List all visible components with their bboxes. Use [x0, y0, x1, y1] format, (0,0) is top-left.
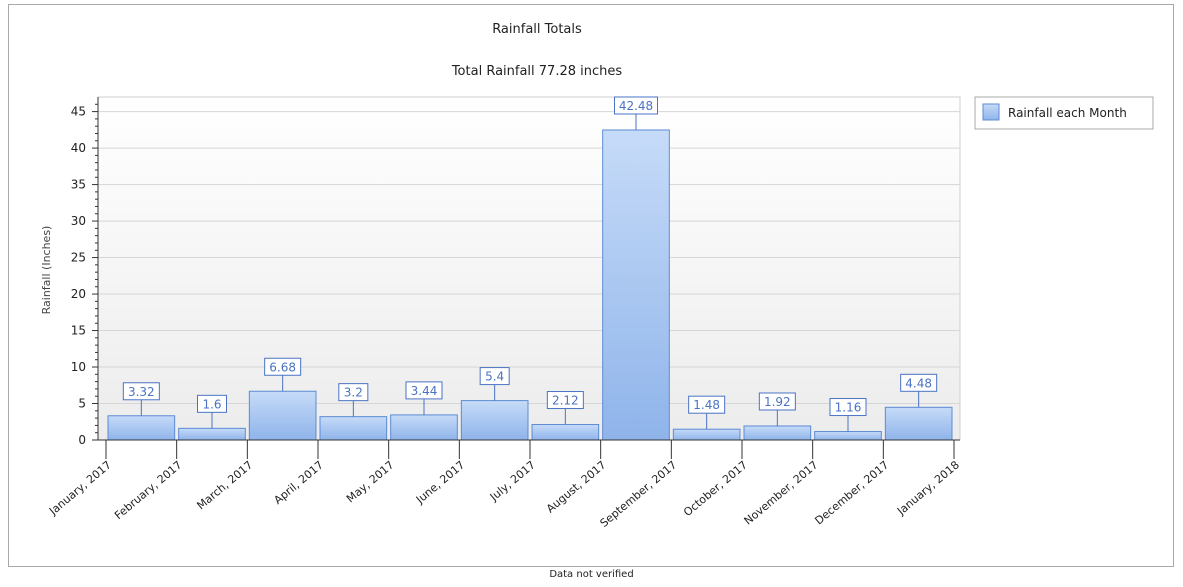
- y-tick-label: 35: [71, 178, 86, 192]
- x-tick-label: September, 2017: [598, 458, 680, 530]
- bar: [107, 415, 176, 441]
- value-label: 2.12: [552, 394, 579, 408]
- value-label-box: [829, 398, 867, 417]
- value-label: 1.6: [202, 397, 221, 411]
- y-tick-label: 10: [71, 360, 86, 374]
- bars: [107, 129, 953, 441]
- value-labels: 3.32 1.6 6.68 3.2 3.44 5.4 2.12 42.48 1.48 1.92 1.…: [122, 96, 938, 432]
- x-tick-label: December, 2017: [812, 458, 891, 527]
- value-label-box: [405, 381, 443, 400]
- y-tick-label: 25: [71, 251, 86, 265]
- y-tick-label: 40: [71, 141, 86, 155]
- y-axis-label: Rainfall (Inches): [40, 226, 53, 315]
- value-label-box: [546, 391, 584, 410]
- legend-swatch: [982, 103, 1000, 121]
- value-label: 1.92: [764, 395, 791, 409]
- value-label-box: [614, 96, 658, 115]
- y-tick-label: 5: [78, 397, 86, 411]
- axes: [97, 97, 960, 441]
- value-label: 1.16: [835, 401, 862, 415]
- x-tick-label: January, 2018: [894, 458, 962, 518]
- value-label: 3.44: [411, 384, 438, 398]
- footer-note: Data not verified: [549, 569, 634, 580]
- value-label: 3.2: [344, 386, 363, 400]
- chart-title: Rainfall Totals: [492, 22, 582, 37]
- value-label: 4.48: [905, 376, 932, 390]
- x-tick-label: February, 2017: [112, 458, 185, 522]
- rainfall-chart: Rainfall Totals Total Rainfall 77.28 inc…: [40, 22, 1154, 530]
- bar: [814, 431, 882, 441]
- legend-box: [974, 96, 1154, 130]
- value-label-box: [688, 395, 726, 414]
- y-tick-label: 20: [71, 287, 86, 301]
- bar: [743, 425, 812, 441]
- y-ticks: 0 5 10 15 20 25 30 35 40 45: [71, 103, 98, 447]
- x-tick-label: July, 2017: [487, 458, 538, 504]
- bar: [672, 428, 741, 441]
- x-tick-label: January, 2017: [46, 458, 114, 518]
- value-label-box: [122, 382, 160, 401]
- bar: [531, 424, 600, 441]
- legend-label: Rainfall each Month: [1008, 106, 1127, 120]
- chart-subtitle: Total Rainfall 77.28 inches: [451, 64, 623, 79]
- x-tick-label: June, 2017: [413, 458, 467, 506]
- value-label-box: [197, 394, 227, 413]
- bar: [460, 400, 529, 441]
- y-tick-label: 15: [71, 324, 86, 338]
- value-label: 5.4: [485, 370, 504, 384]
- legend: Rainfall each Month: [974, 96, 1154, 130]
- bar: [884, 406, 953, 441]
- grid-lines: [98, 111, 960, 405]
- value-label-box: [338, 383, 369, 402]
- value-label: 6.68: [269, 360, 296, 374]
- x-tick-label: October, 2017: [681, 458, 750, 519]
- x-tick-label: April, 2017: [272, 458, 326, 507]
- value-label-box: [900, 373, 938, 392]
- bar: [390, 414, 458, 441]
- value-label: 42.48: [619, 99, 653, 113]
- x-tick-label: March, 2017: [194, 458, 255, 512]
- value-label-box: [758, 392, 796, 411]
- value-label: 1.48: [693, 398, 720, 412]
- y-tick-label: 0: [78, 433, 86, 447]
- bar: [602, 129, 670, 441]
- value-label: 3.32: [128, 385, 155, 399]
- x-tick-label: August, 2017: [544, 458, 609, 515]
- value-label-box: [264, 357, 302, 376]
- plot-area: [97, 96, 961, 441]
- bar: [319, 416, 388, 441]
- x-tick-label: November, 2017: [742, 458, 821, 527]
- y-tick-label: 30: [71, 214, 86, 228]
- x-tick-label: May, 2017: [344, 458, 397, 505]
- bar: [248, 390, 317, 441]
- value-label-box: [479, 367, 510, 386]
- y-tick-label: 45: [71, 105, 86, 119]
- bar: [178, 427, 246, 441]
